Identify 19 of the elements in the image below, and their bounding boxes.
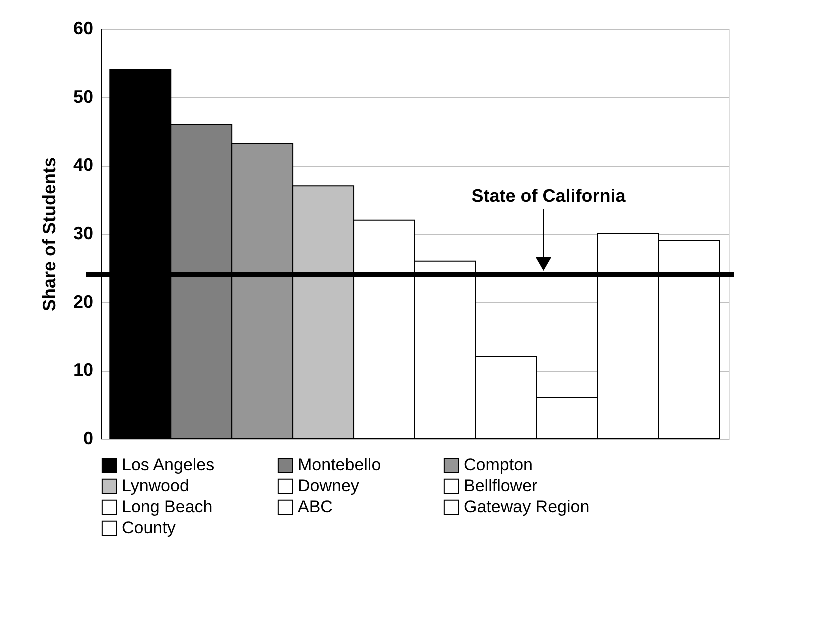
y-tick-label: 20 <box>73 292 94 312</box>
y-tick-label: 40 <box>73 155 94 176</box>
y-tick-label: 50 <box>73 86 94 107</box>
y-tick-label: 10 <box>73 360 94 380</box>
y-tick-label: 0 <box>83 428 94 448</box>
y-tick-label: 30 <box>73 224 94 244</box>
legend-label: Gateway Region <box>464 498 590 516</box>
legend-label: ABC <box>298 498 333 516</box>
y-axis-title: Share of Students <box>39 157 60 312</box>
legend-label: Montebello <box>298 456 382 475</box>
legend-label: Bellflower <box>464 476 538 496</box>
legend-label: Lynwood <box>122 476 190 496</box>
legend-label: Compton <box>464 456 533 475</box>
legend-label: Los Angeles <box>122 456 215 475</box>
legend-label: Long Beach <box>122 498 213 516</box>
legend-label: County <box>122 518 176 538</box>
annotation: State of California <box>472 186 627 206</box>
legend-label: Downey <box>298 476 360 496</box>
y-tick-label: 60 <box>73 18 94 38</box>
